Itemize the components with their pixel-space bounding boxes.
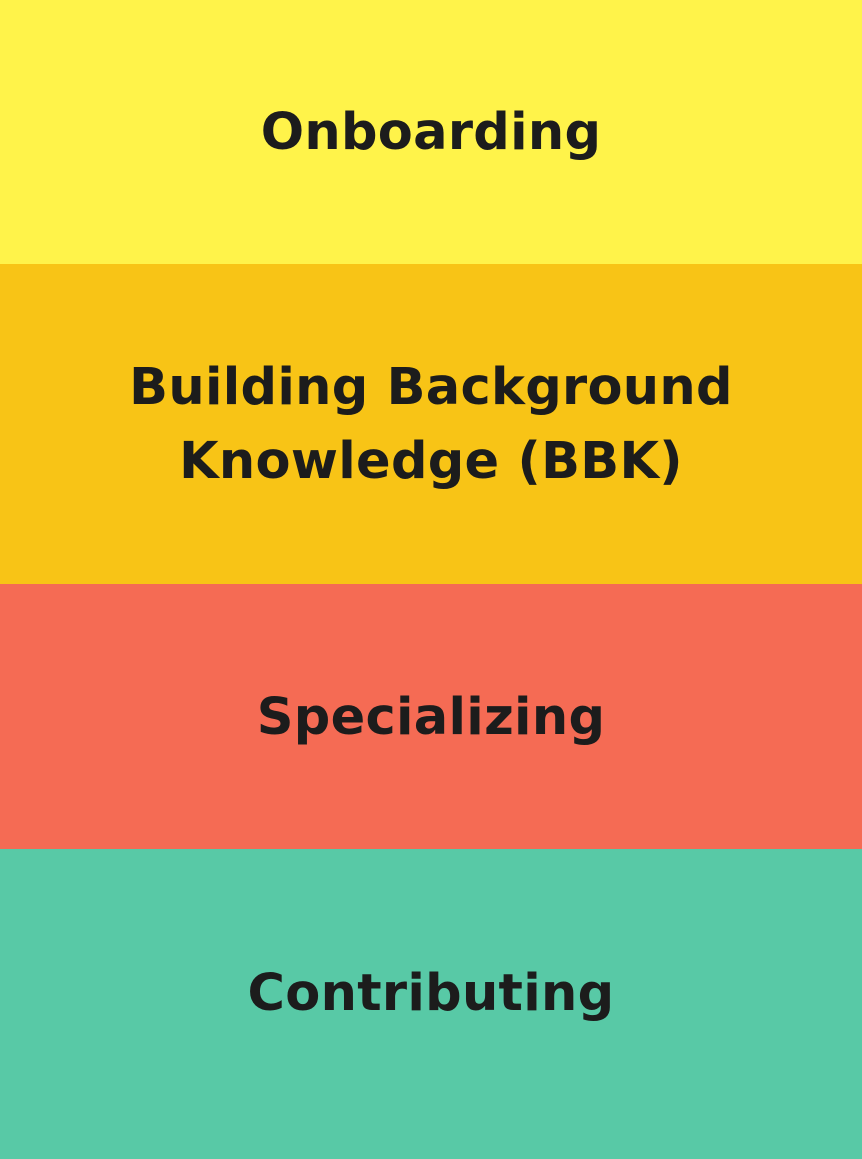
stage-label: Onboarding [260,103,602,162]
stage-label: Contributing [247,964,615,1023]
stage-label: Specializing [256,687,606,747]
stage-building-background-knowledge: Building Background Knowledge (BBK) [0,264,862,584]
stage-label: Building Background Knowledge (BBK) [129,358,733,491]
stage-contributing: Contributing [0,849,862,1159]
stage-specializing: Specializing [0,584,862,849]
stage-onboarding: Onboarding [0,0,862,264]
